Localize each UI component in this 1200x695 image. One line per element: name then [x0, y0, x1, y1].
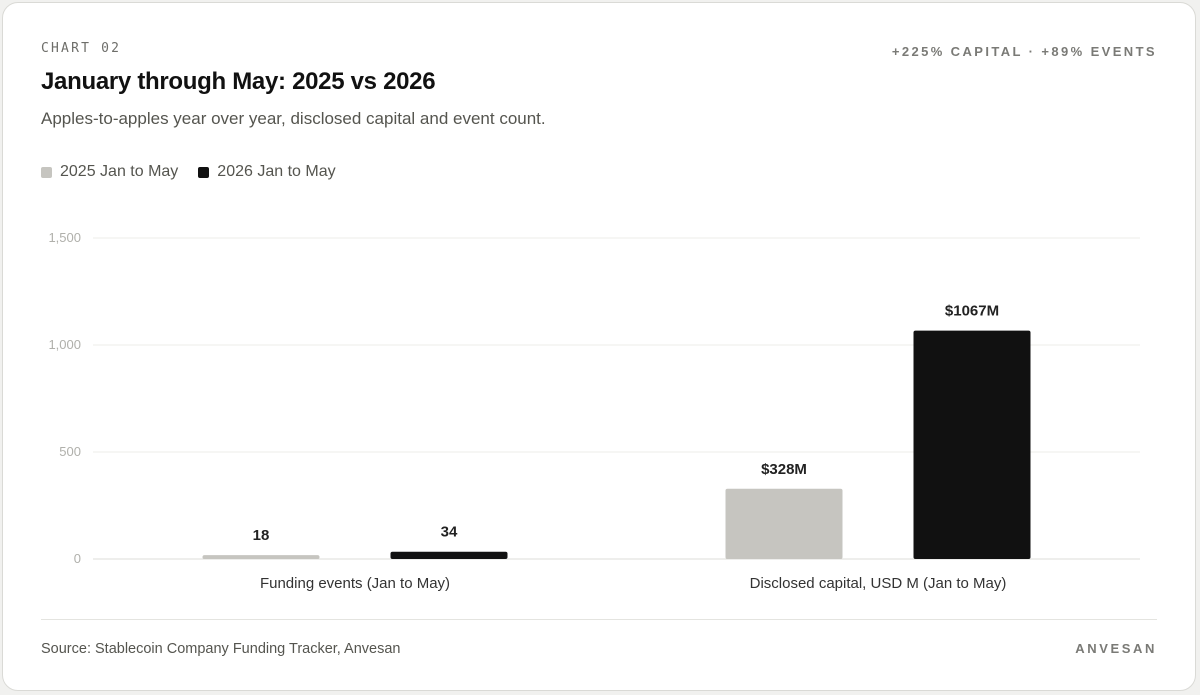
x-category-label: Funding events (Jan to May) — [260, 575, 450, 592]
bar-value-label: $1067M — [945, 303, 999, 320]
bar — [390, 551, 508, 559]
footer-divider — [41, 619, 1157, 620]
legend-label-2025: 2025 Jan to May — [60, 163, 179, 180]
x-category-label: Disclosed capital, USD M (Jan to May) — [750, 575, 1007, 592]
bar-value-label: $328M — [761, 461, 807, 478]
source-note: Source: Stablecoin Company Funding Track… — [41, 641, 401, 657]
bar — [202, 555, 320, 559]
y-tick-label: 1,000 — [48, 337, 81, 352]
bar — [913, 330, 1031, 559]
brand-wordmark: ANVESAN — [1075, 641, 1157, 656]
chart-eyebrow: CHART 02 — [41, 41, 122, 56]
chart-title: January through May: 2025 vs 2026 — [41, 68, 436, 95]
legend-item-2025: 2025 Jan to May — [41, 163, 178, 181]
chart-subtitle: Apples-to-apples year over year, disclos… — [41, 109, 546, 128]
chart-legend: 2025 Jan to May 2026 Jan to May — [41, 163, 336, 181]
bar-value-label: 34 — [441, 524, 458, 541]
legend-item-2026: 2026 Jan to May — [198, 163, 336, 181]
legend-swatch-2026 — [198, 166, 210, 178]
y-tick-label: 1,500 — [48, 230, 81, 245]
legend-label-2026: 2026 Jan to May — [217, 163, 336, 180]
chart-summary: +225% CAPITAL · +89% EVENTS — [891, 44, 1157, 59]
y-tick-label: 0 — [74, 551, 81, 566]
bar-value-label: 18 — [253, 527, 270, 544]
legend-swatch-2025 — [41, 166, 52, 178]
bar-chart: 0 500 1,000 1,500 18 34 Funding events (Jan to… — [48, 230, 1140, 592]
bar — [725, 488, 843, 559]
y-tick-label: 500 — [59, 444, 81, 459]
